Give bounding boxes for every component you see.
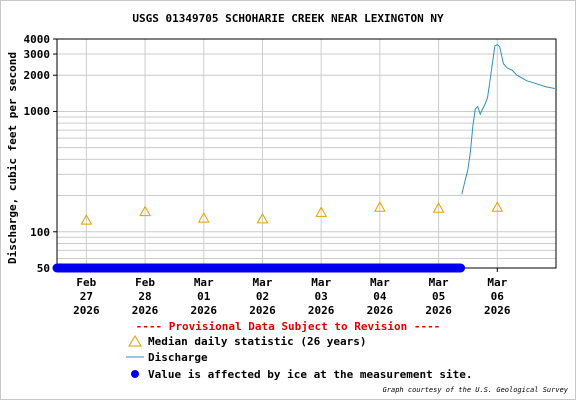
median-point [432,202,445,213]
line-icon [126,356,144,358]
x-tick-day: 05 [431,290,446,303]
x-tick-label: Feb 28 2026 [115,276,175,318]
x-tick-year: 2026 [131,304,159,317]
y-tick-label: 2000 [23,69,51,83]
x-tick-label: Mar 03 2026 [291,276,351,318]
x-tick-label: Mar 05 2026 [409,276,469,318]
x-tick-month: Mar [428,276,449,289]
x-tick-day: 01 [197,290,211,303]
y-tick-label: 3000 [23,48,51,62]
x-tick-month: Feb [76,276,97,289]
x-tick-label: Mar 04 2026 [350,276,410,318]
x-tick-year: 2026 [425,304,452,317]
legend-label-median: Median daily statistic (26 years) [148,334,367,348]
x-tick-day: 04 [373,290,387,303]
provisional-note: ---- Provisional Data Subject to Revisio… [135,320,441,333]
x-tick-month: Mar [193,276,214,289]
x-tick-label: Mar 06 2026 [467,276,527,318]
legend-item-median: Median daily statistic (26 years) [124,333,367,349]
x-tick-year: 2026 [190,304,218,317]
x-tick-month: Mar [252,276,273,289]
y-tick-label: 50 [36,262,50,275]
plot-background [57,39,556,268]
x-tick-label: Mar 02 2026 [232,276,292,318]
median-point [374,201,386,212]
x-tick-year: 2026 [249,304,276,317]
legend-item-discharge: Discharge [124,349,208,365]
median-point [80,214,93,225]
median-point [139,205,151,217]
median-point [197,212,210,223]
credit-text: Graph courtesy of the U.S. Geological Su… [382,386,568,394]
x-tick-day: 03 [314,290,328,303]
median-point [256,212,269,224]
x-tick-year: 2026 [484,304,511,317]
median-point [491,201,504,212]
chart-title: USGS 01349705 SCHOHARIE CREEK NEAR LEXIN… [132,12,444,25]
x-tick-day: 06 [490,290,504,303]
dot-icon [131,370,139,378]
x-tick-month: Mar [369,276,390,289]
x-tick-month: Mar [487,276,508,289]
x-tick-month: Mar [311,276,332,289]
y-tick-label: 4000 [23,33,51,46]
legend-label-discharge: Discharge [148,350,208,364]
x-tick-label: Mar 01 2026 [174,276,234,318]
x-tick-year: 2026 [307,304,335,317]
x-tick-label: Feb 27 2026 [56,276,116,318]
x-tick-day: 28 [138,290,152,303]
y-tick-label: 1000 [23,105,51,119]
x-tick-year: 2026 [366,304,394,317]
x-tick-month: Feb [135,276,155,289]
x-tick-day: 27 [79,290,93,303]
median-point [315,206,328,217]
x-tick-day: 02 [255,290,270,303]
legend-item-ice: Value is affected by ice at the measurem… [124,366,473,382]
y-tick-label: 100 [30,225,50,239]
x-tick-year: 2026 [73,304,100,317]
discharge-line [461,43,555,195]
triangle-icon [128,335,142,347]
legend-label-ice: Value is affected by ice at the measurem… [148,367,473,381]
